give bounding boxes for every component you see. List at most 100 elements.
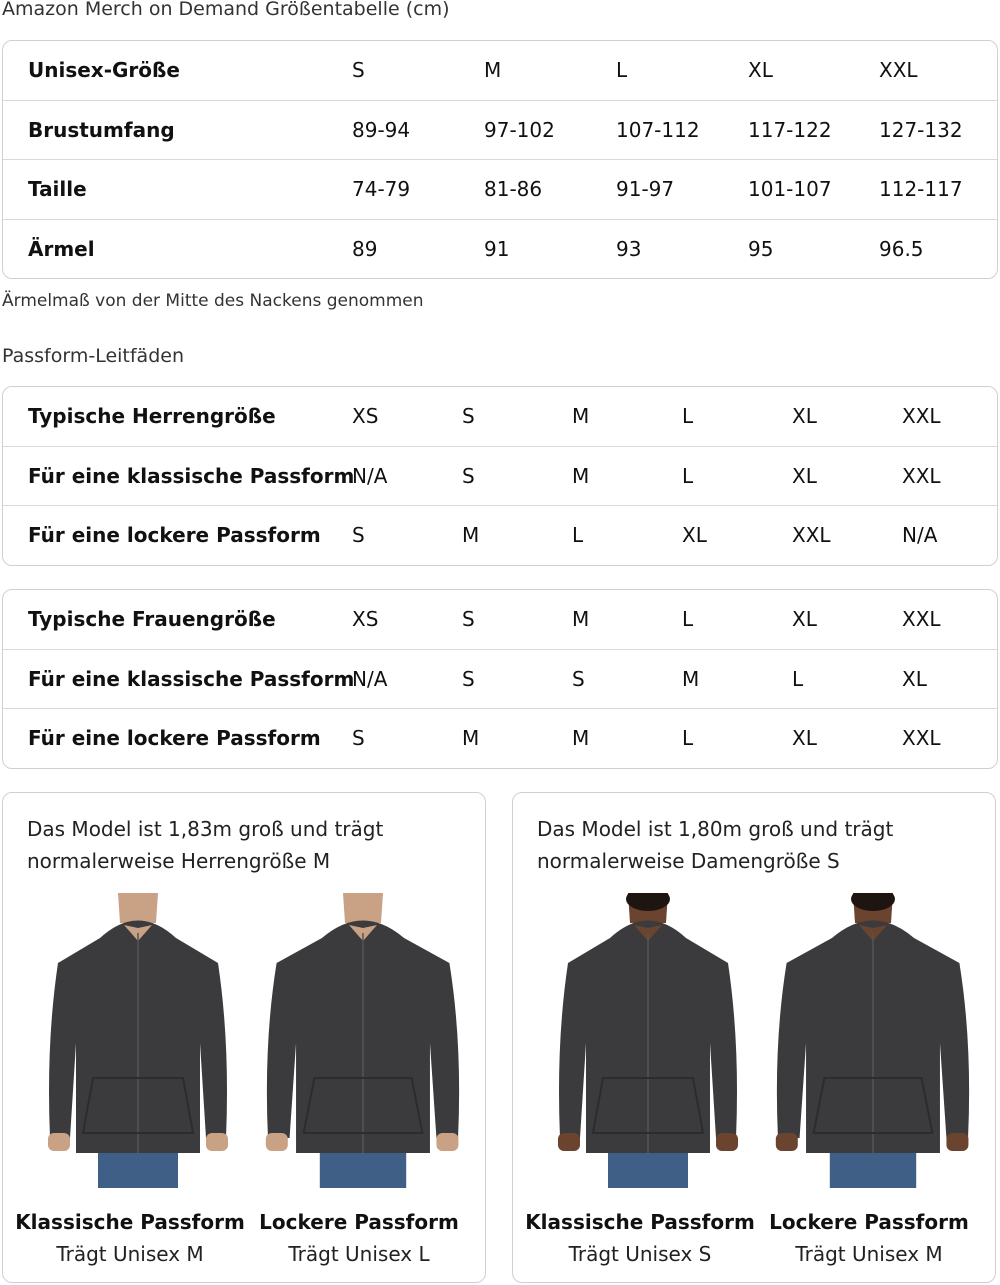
table-cell: S: [352, 58, 365, 83]
table-cell: 89: [352, 236, 378, 261]
table-cell: M: [484, 58, 502, 83]
table-cell: M: [572, 463, 590, 488]
table-cell: L: [682, 726, 694, 751]
table-cell: N/A: [352, 666, 388, 691]
table-cell: N/A: [352, 463, 388, 488]
table-cell: XS: [352, 404, 379, 429]
table-cell: 91-97: [616, 177, 675, 202]
table-row: Für eine klassische Passform N/A S M L XL XXL: [3, 447, 997, 506]
sleeve-note: Ärmelmaß von der Mitte des Nackens genom…: [2, 291, 424, 311]
men-model-card: Das Model ist 1,83m groß und trägt normal…: [2, 792, 486, 1283]
table-cell: 74-79: [352, 177, 411, 202]
table-row: Brustumfang 89-94 97-102 107-112 117-122 127-…: [3, 101, 997, 160]
fit-caption-title: Klassische Passform: [525, 1210, 755, 1234]
table-cell: 112-117: [879, 177, 963, 202]
table-cell: XXL: [879, 58, 918, 83]
model-intro-line2: normalerweise Damengröße S: [537, 849, 840, 873]
table-row: Unisex-Größe S M L XL XXL: [3, 41, 997, 101]
table-cell: M: [462, 726, 480, 751]
men-fit-table: Typische Herrengröße XS S M L XL XXL Für eine k…: [2, 386, 998, 566]
table-cell: XXL: [902, 607, 941, 632]
fit-caption: Klassische Passform Trägt Unisex M: [15, 1210, 245, 1266]
table-row: Typische Herrengröße XS S M L XL XXL: [3, 387, 997, 447]
table-cell: XL: [748, 58, 773, 83]
row-label: Für eine lockere Passform: [28, 523, 321, 548]
row-label: Für eine klassische Passform: [28, 666, 355, 691]
table-cell: S: [462, 666, 475, 691]
table-cell: L: [682, 607, 694, 632]
jeans: [98, 1148, 178, 1188]
table-cell: 101-107: [748, 177, 832, 202]
fit-caption-size: Trägt Unisex L: [288, 1242, 430, 1266]
fit-guide-title: Passform-Leitfäden: [2, 345, 184, 367]
row-label: Für eine klassische Passform: [28, 463, 355, 488]
jeans: [829, 1148, 917, 1188]
table-cell: L: [682, 463, 694, 488]
model-intro-line1: Das Model ist 1,80m groß und trägt: [537, 817, 894, 841]
fit-caption: Lockere Passform Trägt Unisex M: [754, 1210, 984, 1266]
table-cell: 93: [616, 236, 642, 261]
table-row: Für eine lockere Passform S M M L XL XXL: [3, 709, 997, 768]
table-cell: 91: [484, 236, 510, 261]
classic-fit-model-photo: [33, 893, 243, 1188]
size-table: Unisex-Größe S M L XL XXL Brustumfang 89-94 97-1…: [2, 40, 998, 279]
table-cell: S: [462, 404, 475, 429]
table-cell: M: [682, 666, 700, 691]
table-cell: 89-94: [352, 117, 411, 142]
fit-caption-title: Lockere Passform: [769, 1210, 969, 1234]
table-cell: S: [352, 726, 365, 751]
table-cell: 97-102: [484, 117, 555, 142]
table-cell: L: [682, 404, 694, 429]
table-cell: S: [462, 607, 475, 632]
table-row: Taille 74-79 81-86 91-97 101-107 112-117: [3, 160, 997, 220]
table-cell: XXL: [792, 523, 831, 548]
row-label: Brustumfang: [28, 117, 175, 142]
table-row: Für eine lockere Passform S M L XL XXL N/A: [3, 506, 997, 565]
table-cell: XS: [352, 607, 379, 632]
jeans: [319, 1148, 407, 1188]
table-row: Für eine klassische Passform N/A S S M L XL: [3, 650, 997, 709]
fit-caption: Lockere Passform Trägt Unisex L: [244, 1210, 474, 1266]
table-cell: 117-122: [748, 117, 832, 142]
table-cell: L: [792, 666, 804, 691]
table-row: Ärmel 89 91 93 95 96.5: [3, 220, 997, 279]
table-cell: 96.5: [879, 236, 924, 261]
fit-caption-title: Lockere Passform: [259, 1210, 459, 1234]
fit-caption-size: Trägt Unisex M: [795, 1242, 943, 1266]
classic-fit-model-photo: [543, 887, 753, 1188]
table-cell: XL: [792, 607, 817, 632]
table-cell: XXL: [902, 404, 941, 429]
table-cell: XXL: [902, 726, 941, 751]
row-label: Typische Frauengröße: [28, 607, 276, 632]
table-cell: S: [352, 523, 365, 548]
table-cell: L: [572, 523, 584, 548]
table-cell: S: [572, 666, 585, 691]
table-cell: XL: [682, 523, 707, 548]
table-row: Typische Frauengröße XS S M L XL XXL: [3, 590, 997, 650]
table-cell: L: [616, 58, 628, 83]
fit-caption-size: Trägt Unisex S: [568, 1242, 712, 1266]
fit-caption-size: Trägt Unisex M: [56, 1242, 204, 1266]
table-cell: XL: [792, 463, 817, 488]
jeans: [608, 1148, 688, 1188]
women-model-card: Das Model ist 1,80m groß und trägt normal…: [512, 792, 996, 1283]
table-cell: XL: [792, 404, 817, 429]
table-cell: S: [462, 463, 475, 488]
table-cell: 95: [748, 236, 774, 261]
row-label: Für eine lockere Passform: [28, 726, 321, 751]
row-label: Ärmel: [28, 236, 95, 261]
row-label: Taille: [28, 177, 87, 202]
table-cell: XL: [792, 726, 817, 751]
row-label: Typische Herrengröße: [28, 404, 276, 429]
fit-caption-title: Klassische Passform: [15, 1210, 245, 1234]
page-title: Amazon Merch on Demand Größentabelle (cm…: [2, 0, 450, 20]
table-cell: M: [462, 523, 480, 548]
table-cell: XL: [902, 666, 927, 691]
loose-fit-model-photo: [768, 887, 978, 1188]
row-label: Unisex-Größe: [28, 58, 180, 83]
table-cell: M: [572, 726, 590, 751]
table-cell: 127-132: [879, 117, 963, 142]
table-cell: M: [572, 404, 590, 429]
model-intro-line2: normalerweise Herrengröße M: [27, 849, 331, 873]
table-cell: M: [572, 607, 590, 632]
